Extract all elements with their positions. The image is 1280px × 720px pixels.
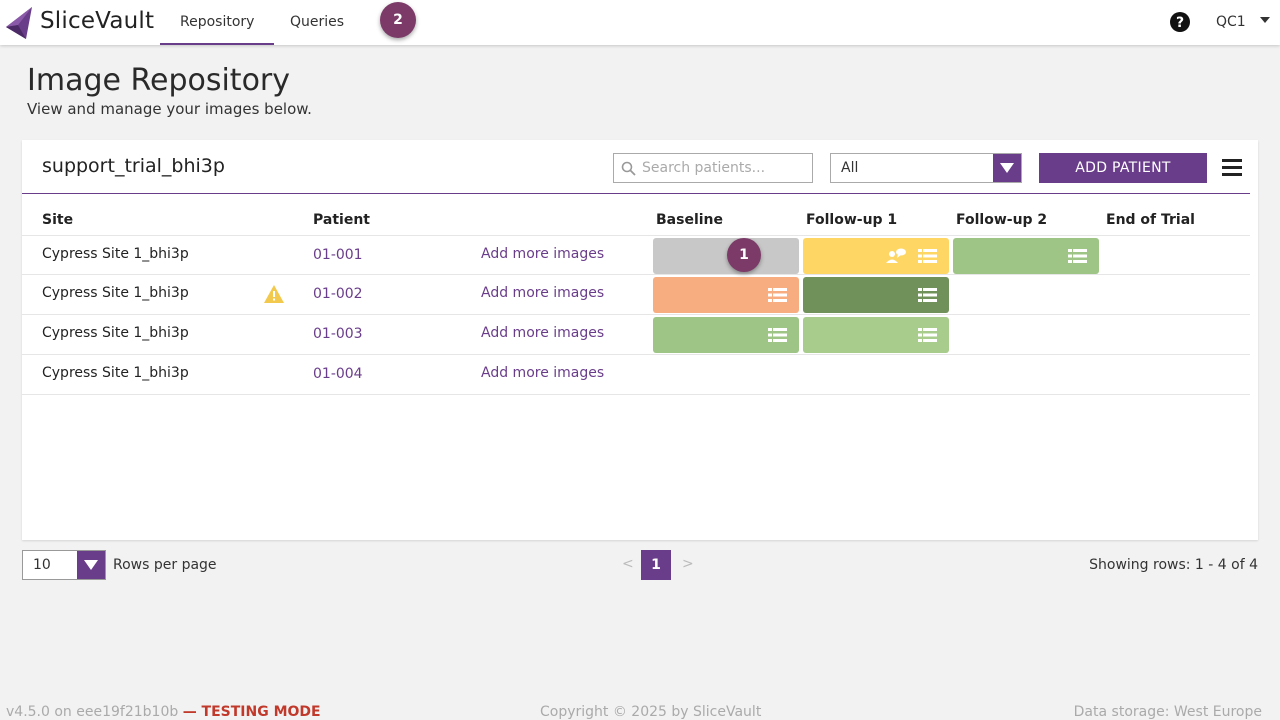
visit-cell-follow-up-1[interactable] <box>803 317 949 353</box>
add-more-images-link[interactable]: Add more images <box>481 325 605 341</box>
visit-cell-baseline[interactable] <box>653 317 799 353</box>
svg-text:?: ? <box>1176 15 1184 31</box>
table-row: Cypress Site 1_bhi3p 01-003 Add more ima… <box>22 315 1250 355</box>
search-icon <box>621 161 636 176</box>
site-cell: Cypress Site 1_bhi3p <box>42 285 189 301</box>
next-page-button[interactable]: > <box>682 556 694 572</box>
site-filter-select[interactable]: All <box>830 153 1022 183</box>
footer-copyright: Copyright © 2025 by SliceVault <box>540 704 762 720</box>
list-icon <box>768 288 787 302</box>
visit-cell-baseline[interactable] <box>653 277 799 313</box>
visit-cell-follow-up-1[interactable] <box>803 277 949 313</box>
person-comment-icon <box>886 248 906 263</box>
warning-icon[interactable] <box>264 285 284 303</box>
site-cell: Cypress Site 1_bhi3p <box>42 246 189 262</box>
dropdown-arrow-icon[interactable] <box>77 551 105 579</box>
trial-name: support_trial_bhi3p <box>42 155 225 177</box>
current-page-button[interactable]: 1 <box>641 550 671 580</box>
table-row: Cypress Site 1_bhi3p 01-001 Add more ima… <box>22 235 1250 275</box>
list-icon <box>918 328 937 342</box>
repository-panel: support_trial_bhi3p All ADD PATIENT Site… <box>22 140 1258 540</box>
list-icon <box>918 288 937 302</box>
column-header-follow-up-1: Follow-up 1 <box>806 212 898 228</box>
patient-link[interactable]: 01-002 <box>313 286 363 302</box>
table-row: Cypress Site 1_bhi3p 01-002 Add more ima… <box>22 275 1250 315</box>
showing-rows-text: Showing rows: 1 - 4 of 4 <box>1089 557 1258 573</box>
list-icon <box>918 249 937 263</box>
add-more-images-link[interactable]: Add more images <box>481 365 605 381</box>
rows-per-page-label: Rows per page <box>113 557 217 573</box>
testing-mode-label: — TESTING MODE <box>182 704 321 720</box>
slicevault-logo-icon[interactable] <box>4 5 34 41</box>
visit-cell-follow-up-2[interactable] <box>953 238 1099 274</box>
footer-storage: Data storage: West Europe <box>1073 704 1262 720</box>
column-header-end-of-trial: End of Trial <box>1106 212 1195 228</box>
column-header-baseline: Baseline <box>656 212 724 228</box>
question-circle-icon[interactable]: ? <box>1170 12 1190 32</box>
column-header-site: Site <box>42 212 74 228</box>
patient-link[interactable]: 01-003 <box>313 326 363 342</box>
top-nav-bar: SliceVault Repository Queries 2 ? QC1 <box>0 0 1280 45</box>
panel-divider <box>22 193 1250 194</box>
tab-queries[interactable]: Queries <box>290 14 345 30</box>
list-icon <box>768 328 787 342</box>
patient-link[interactable]: 01-001 <box>313 247 363 263</box>
visit-cell-follow-up-1[interactable] <box>803 238 949 274</box>
rows-per-page-select[interactable]: 10 <box>22 550 106 580</box>
add-more-images-link[interactable]: Add more images <box>481 246 605 262</box>
footer-version: v4.5.0 on eee19f21b10b — TESTING MODE <box>6 704 321 720</box>
column-header-follow-up-2: Follow-up 2 <box>956 212 1048 228</box>
column-header-patient: Patient <box>313 212 370 228</box>
add-patient-button[interactable]: ADD PATIENT <box>1039 153 1207 183</box>
add-more-images-link[interactable]: Add more images <box>481 285 605 301</box>
page-title: Image Repository <box>27 63 291 98</box>
chevron-down-icon <box>1259 17 1270 23</box>
site-cell: Cypress Site 1_bhi3p <box>42 325 189 341</box>
tour-step-badge-1[interactable]: 1 <box>727 238 761 272</box>
user-name: QC1 <box>1216 14 1246 30</box>
table-row: Cypress Site 1_bhi3p 01-004 Add more ima… <box>22 355 1250 395</box>
search-input[interactable] <box>642 158 807 178</box>
patient-link[interactable]: 01-004 <box>313 366 363 382</box>
tour-step-badge-2[interactable]: 2 <box>380 2 416 38</box>
tab-repository[interactable]: Repository <box>160 0 275 45</box>
page-subtitle: View and manage your images below. <box>27 100 312 118</box>
filter-value: All <box>841 160 859 176</box>
visit-cell-baseline[interactable] <box>653 238 799 274</box>
rows-per-page-value: 10 <box>33 557 51 573</box>
brand-name[interactable]: SliceVault <box>40 8 155 34</box>
dropdown-arrow-icon[interactable] <box>993 154 1021 182</box>
version-text: v4.5.0 on eee19f21b10b <box>6 704 179 720</box>
previous-page-button[interactable]: < <box>622 556 634 572</box>
search-box[interactable] <box>613 153 813 183</box>
list-icon <box>1068 249 1087 263</box>
user-menu[interactable]: QC1 <box>1216 14 1270 30</box>
site-cell: Cypress Site 1_bhi3p <box>42 365 189 381</box>
hamburger-icon[interactable] <box>1222 159 1242 177</box>
